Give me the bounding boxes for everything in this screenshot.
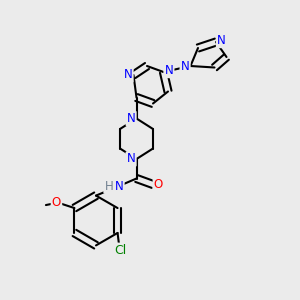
- Text: N: N: [124, 68, 133, 82]
- Text: O: O: [52, 196, 61, 208]
- Text: N: N: [127, 152, 136, 166]
- Text: H: H: [104, 179, 113, 193]
- Text: N: N: [217, 34, 226, 47]
- Text: Cl: Cl: [114, 244, 127, 257]
- Text: N: N: [115, 179, 124, 193]
- Text: N: N: [181, 59, 190, 73]
- Text: N: N: [127, 112, 136, 125]
- Text: N: N: [164, 64, 173, 77]
- Text: O: O: [154, 178, 163, 191]
